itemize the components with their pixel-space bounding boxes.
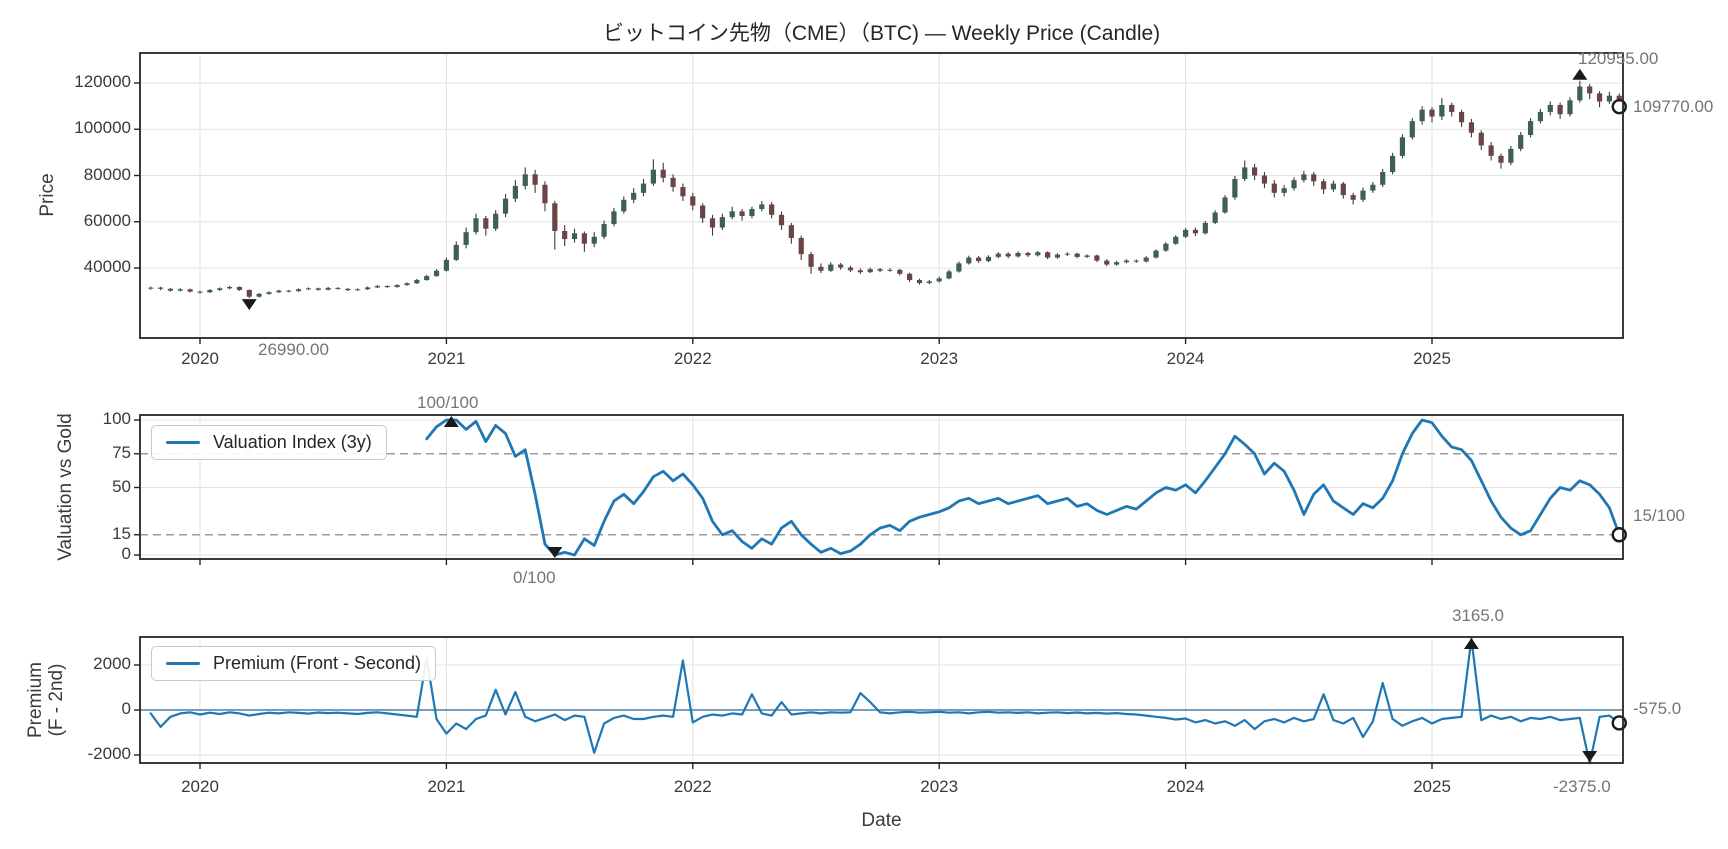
y-tick-label: 50 (112, 476, 131, 496)
valuation-legend-line-icon (166, 440, 200, 445)
price-low-annotation: 26990.00 (258, 340, 329, 359)
chart-title: ビットコイン先物（CME）（BTC) — Weekly Price (Candl… (602, 22, 1161, 45)
y-tick-label: 40000 (83, 257, 131, 276)
y-tick-label: 0 (121, 544, 131, 563)
x-tick-label: 2025 (1413, 349, 1451, 368)
x-tick-label: 2020 (181, 777, 219, 796)
premium-legend-line-icon (166, 661, 200, 666)
x-axis-label: Date (861, 810, 902, 831)
valuation-high-annotation: 100/100 (417, 393, 479, 412)
x-tick-label: 2021 (427, 349, 466, 368)
x-tick-label: 2021 (427, 777, 466, 796)
premium-legend: Premium (Front - Second) (151, 646, 437, 681)
x-tick-label: 2024 (1166, 349, 1205, 368)
y-tick-label: 80000 (83, 164, 131, 184)
premium-legend-label: Premium (Front - Second) (213, 653, 422, 673)
x-tick-label: 2023 (920, 349, 959, 368)
x-tick-label: 2022 (673, 777, 712, 796)
y-tick-label: 100 (102, 409, 131, 428)
valuation-low-annotation: 0/100 (513, 568, 556, 587)
y-tick-label: -2000 (87, 744, 131, 763)
valuation-last-annotation: 15/100 (1633, 506, 1685, 525)
y-tick-label: 75 (112, 442, 131, 462)
valuation-legend-label: Valuation Index (3y) (213, 432, 372, 452)
x-tick-label: 2022 (673, 349, 712, 368)
y-tick-label: 15 (112, 523, 131, 543)
x-tick-label: 2020 (181, 349, 219, 368)
y-tick-label: 120000 (74, 72, 131, 91)
y-tick-label: 100000 (74, 118, 131, 138)
premium-high-annotation: 3165.0 (1452, 606, 1504, 625)
y-tick-label: 60000 (83, 210, 131, 230)
y-tick-label: 0 (121, 699, 131, 718)
x-tick-label: 2023 (920, 777, 959, 796)
premium-low-annotation: -2375.0 (1553, 777, 1611, 796)
x-tick-label: 2024 (1166, 777, 1205, 796)
price-high-annotation: 120955.00 (1578, 49, 1659, 68)
price-last-annotation: 109770.00 (1633, 97, 1714, 116)
valuation-legend: Valuation Index (3y) (151, 425, 387, 460)
y-tick-label: 2000 (93, 654, 131, 673)
x-tick-label: 2025 (1413, 777, 1451, 796)
premium-last-annotation: -575.0 (1633, 699, 1682, 718)
